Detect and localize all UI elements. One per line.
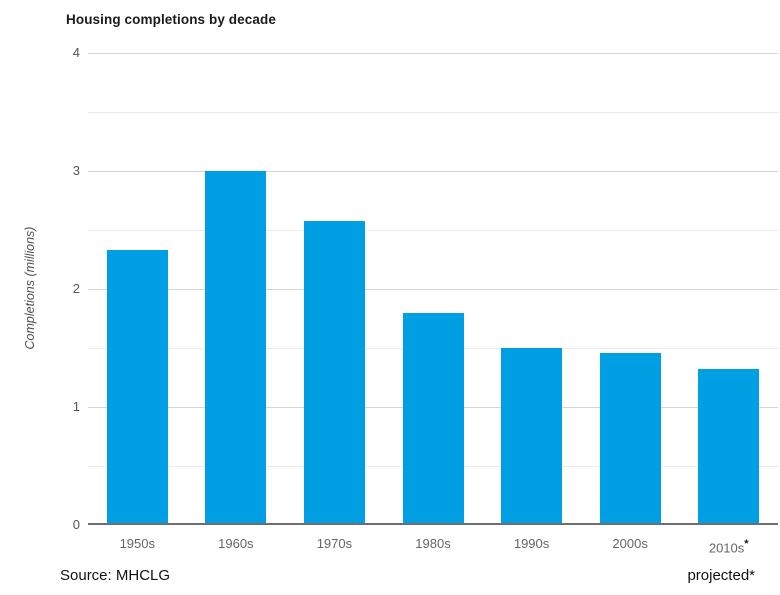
x-tick-label-1960s: 1960s — [218, 536, 254, 551]
y-tick-label-3: 3 — [72, 163, 80, 178]
bar-1980s — [402, 312, 464, 525]
gridline-minor — [88, 111, 778, 113]
bar-2010s — [698, 369, 760, 525]
bar-1990s — [501, 348, 563, 525]
x-tick-label-1950s: 1950s — [119, 536, 155, 551]
projected-note: projected* — [687, 567, 755, 584]
x-tick-label-1990s: 1990s — [513, 536, 550, 551]
y-tick-label-2: 2 — [72, 281, 80, 296]
bar-1970s — [303, 220, 365, 525]
x-axis-line — [88, 523, 778, 525]
y-tick-label-1: 1 — [72, 399, 80, 414]
gridline-major — [88, 288, 778, 290]
bar-1960s — [205, 171, 267, 525]
x-tick-label-2000s: 2000s — [612, 536, 648, 551]
plot-area — [88, 52, 778, 525]
gridline-minor — [88, 229, 778, 231]
footnote-asterisk: * — [744, 538, 749, 550]
gridline-major — [88, 170, 778, 172]
x-tick-label-1980s: 1980s — [415, 536, 451, 551]
source-note: Source: MHCLG — [60, 567, 171, 584]
chart-title: Housing completions by decade — [66, 12, 276, 27]
y-tick-label-4: 4 — [72, 45, 80, 60]
y-tick-label-0: 0 — [72, 517, 80, 532]
x-tick-label-1970s: 1970s — [316, 536, 353, 551]
x-tick-label-2010s: 2010s* — [708, 538, 749, 556]
y-axis-title: Completions (millions) — [23, 226, 37, 350]
gridline-major — [88, 52, 778, 54]
bar-2000s — [599, 352, 661, 525]
bar-1950s — [106, 250, 168, 525]
